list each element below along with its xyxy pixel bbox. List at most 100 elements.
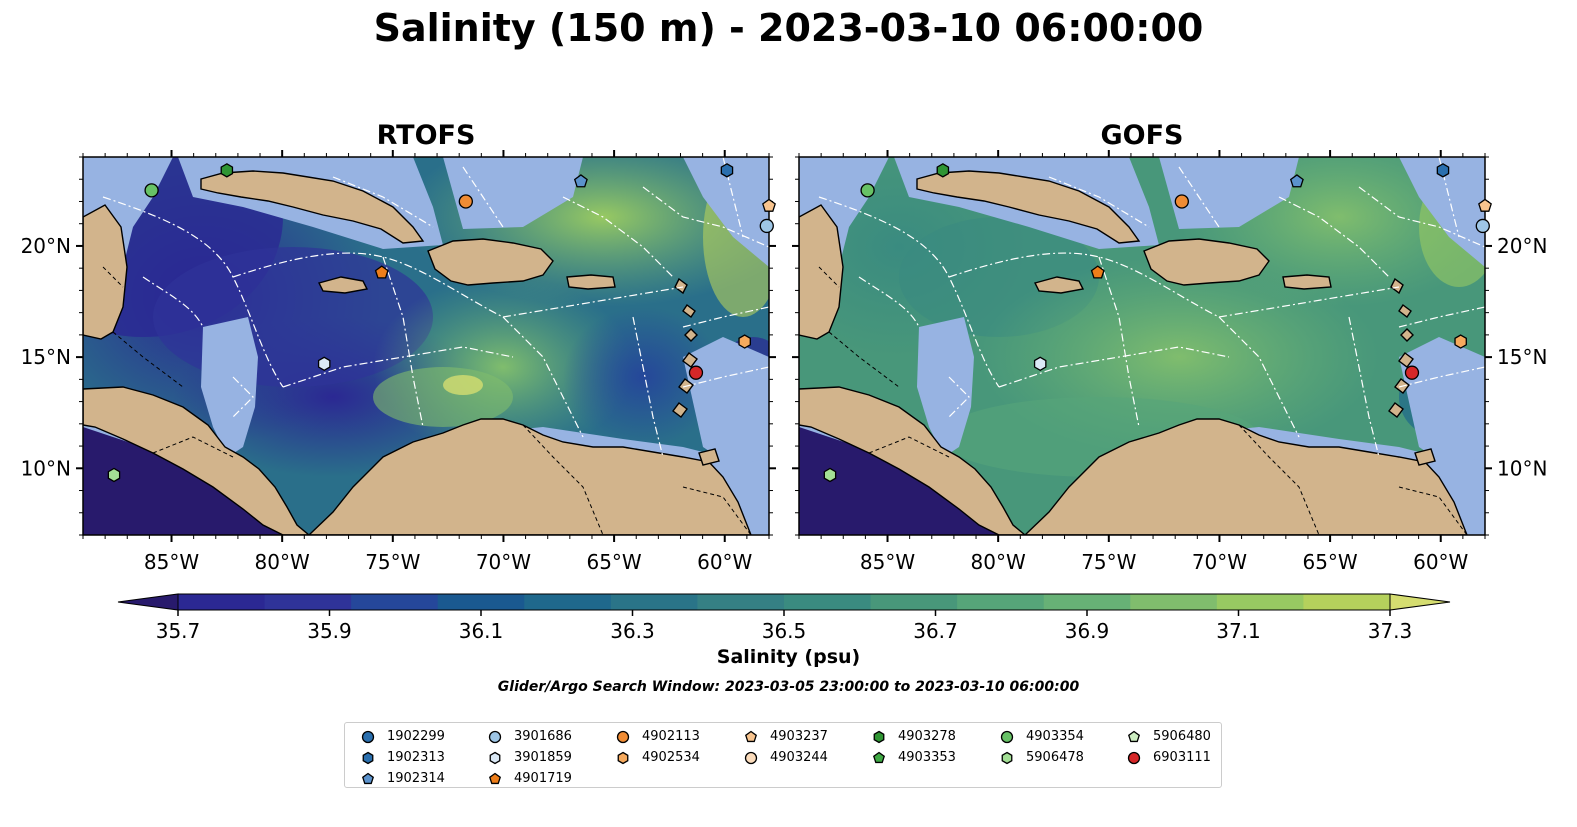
legend-item-4903244: 4903244 [744, 747, 828, 768]
lon-tick-label: 70°W [1192, 550, 1247, 574]
colorbar-segment [524, 594, 612, 610]
legend-swatch [873, 751, 885, 763]
legend-swatch [489, 751, 501, 764]
float-marker-4903237 [1478, 198, 1492, 212]
legend-swatch [617, 751, 629, 764]
legend-label: 1902299 [387, 729, 445, 744]
hexagon-marker-icon [362, 751, 374, 764]
lon-tick-label: 60°W [697, 550, 752, 574]
float-marker-4903237 [762, 198, 776, 212]
legend-column: 5906480 6903111 [1127, 726, 1211, 768]
colorbar-tick-label: 37.1 [1216, 619, 1261, 640]
float-marker-4902113 [458, 194, 473, 209]
legend-item-4903353: 4903353 [872, 747, 956, 768]
figure-title: Salinity (150 m) - 2023-03-10 06:00:00 [373, 6, 1204, 50]
legend-label: 4903278 [898, 729, 956, 744]
float-marker-4903278 [220, 163, 234, 178]
float-marker-4902534 [1454, 334, 1467, 349]
hexagon-marker-icon [1001, 751, 1013, 764]
colorbar-tick-label: 36.3 [610, 619, 655, 640]
float-marker-4903278 [936, 163, 950, 178]
float-legend: 1902299 1902313 1902314 3901686 3901859 49017… [344, 722, 1222, 788]
legend-item-4903278: 4903278 [872, 726, 956, 747]
colorbar-segment [610, 594, 698, 610]
legend-label: 5906480 [1153, 729, 1211, 744]
legend-swatch [362, 772, 374, 784]
legend-item-3901859: 3901859 [488, 747, 572, 768]
colorbar-tick-label: 36.5 [762, 619, 807, 640]
circle-marker-icon [361, 730, 375, 743]
gofs-panel-title: GOFS [1100, 120, 1184, 151]
float-marker-1902314 [573, 174, 588, 188]
float-marker-1902314 [1289, 174, 1304, 188]
colorbar-tick-label: 36.9 [1065, 619, 1110, 640]
legend-column: 4903278 4903353 [872, 726, 956, 768]
colorbar-segment [178, 594, 266, 610]
colorbar-tick-label: 37.3 [1368, 619, 1413, 640]
legend-item-3901686: 3901686 [488, 726, 572, 747]
float-marker-5906478 [823, 467, 837, 483]
float-marker-4903354 [144, 183, 159, 198]
pentagon-marker-icon [489, 772, 501, 784]
colorbar-segment [437, 594, 525, 610]
legend-item-4902534: 4902534 [616, 747, 700, 768]
legend-label: 4903244 [770, 750, 828, 765]
legend-swatch [1001, 751, 1013, 764]
float-marker-1902313 [720, 163, 734, 178]
rtofs-map [82, 156, 770, 536]
colorbar-segment [264, 594, 352, 610]
float-marker-4903354 [860, 183, 875, 198]
legend-item-1902314: 1902314 [361, 768, 445, 789]
legend-label: 4901719 [514, 771, 572, 786]
float-marker-3901686 [1475, 218, 1490, 234]
legend-column: 4902113 4902534 [616, 726, 700, 768]
float-marker-5906478 [107, 467, 121, 483]
legend-swatch [744, 751, 758, 764]
colorbar-segment [1303, 594, 1391, 610]
legend-label: 4903353 [898, 750, 956, 765]
legend-swatch [1128, 730, 1140, 742]
legend-item-4903354: 4903354 [1000, 726, 1084, 747]
legend-label: 1902313 [387, 750, 445, 765]
legend-item-4901719: 4901719 [488, 768, 572, 789]
legend-item-6903111: 6903111 [1127, 747, 1211, 768]
colorbar-segment [870, 594, 958, 610]
colorbar-extend-max [1389, 593, 1451, 611]
pentagon-marker-icon [873, 751, 885, 763]
lon-tick-label: 85°W [860, 550, 915, 574]
pentagon-marker-icon [1128, 730, 1140, 742]
circle-marker-icon [744, 751, 758, 764]
legend-item-4902113: 4902113 [616, 726, 700, 747]
legend-label: 3901859 [514, 750, 572, 765]
float-marker-6903111 [688, 365, 704, 380]
legend-label: 6903111 [1153, 750, 1211, 765]
colorbar-segment [1130, 594, 1218, 610]
legend-label: 5906478 [1026, 750, 1084, 765]
circle-marker-icon [1127, 751, 1141, 764]
circle-marker-icon [488, 730, 502, 743]
lon-tick-label: 80°W [255, 550, 310, 574]
lon-tick-label: 85°W [144, 550, 199, 574]
legend-label: 3901686 [514, 729, 572, 744]
legend-label: 4903237 [770, 729, 828, 744]
colorbar-segment [1043, 594, 1131, 610]
legend-column: 4903237 4903244 [744, 726, 828, 768]
colorbar-segment [1216, 594, 1304, 610]
lat-tick-label: 20°N [1497, 234, 1547, 258]
map-figure: 85°W 80°W 75°W 70°W 65°W 60°W 20°N 15°N 10°N 85°W… [21, 150, 1547, 640]
legend-label: 4902534 [642, 750, 700, 765]
legend-column: 3901686 3901859 4901719 [488, 726, 572, 789]
float-marker-3901859 [317, 356, 331, 372]
search-window-text: Glider/Argo Search Window: 2023-03-05 23… [497, 679, 1080, 695]
float-marker-4902534 [738, 334, 751, 349]
legend-item-4903237: 4903237 [744, 726, 828, 747]
colorbar-label: Salinity (psu) [716, 646, 861, 668]
legend-swatch [489, 772, 501, 784]
legend-swatch [361, 730, 375, 743]
legend-column: 4903354 5906478 [1000, 726, 1084, 768]
float-marker-6903111 [1404, 365, 1420, 380]
legend-item-5906478: 5906478 [1000, 747, 1084, 768]
colorbar-tick-label: 35.7 [156, 619, 201, 640]
lat-tick-label: 10°N [1497, 456, 1547, 480]
colorbar-tick-label: 36.1 [459, 619, 504, 640]
